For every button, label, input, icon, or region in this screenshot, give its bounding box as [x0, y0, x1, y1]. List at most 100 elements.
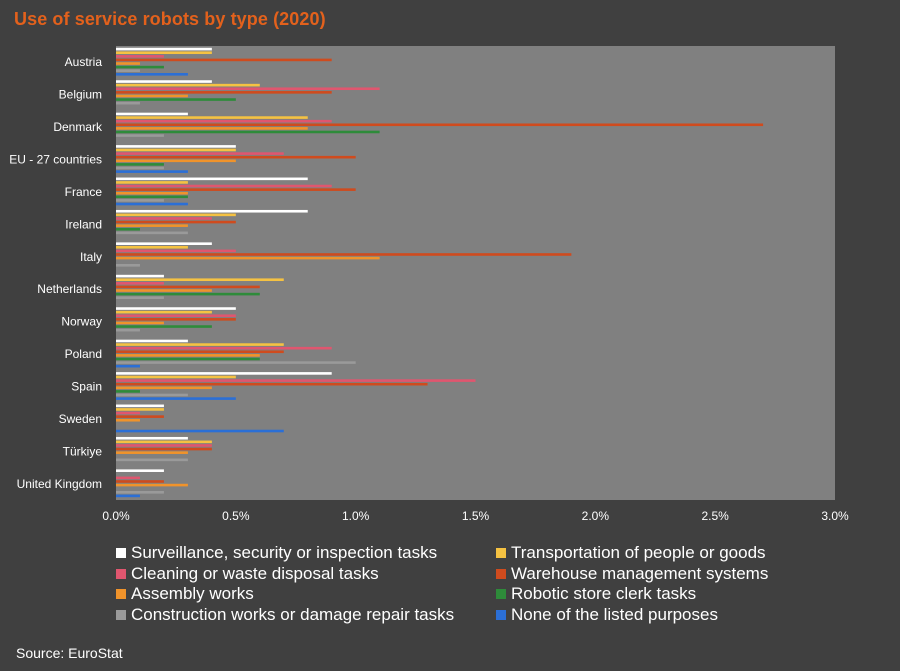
legend-swatch [116, 568, 126, 579]
bar [116, 361, 356, 364]
legend-swatch [496, 609, 506, 620]
bar [116, 47, 212, 51]
bar [116, 134, 164, 137]
category-labels: Austria Belgium Denmark EU - 27 countries Fr… [9, 55, 103, 491]
bar [116, 404, 164, 408]
bar [116, 159, 236, 163]
legend-swatch [116, 548, 126, 559]
category-label: EU - 27 countries [9, 153, 102, 167]
bar [116, 375, 236, 379]
bar [116, 191, 188, 195]
bar [116, 245, 188, 249]
bar [116, 123, 764, 127]
bar [116, 58, 332, 62]
bar [116, 91, 332, 94]
category-label: Ireland [65, 217, 102, 231]
bar [116, 390, 140, 393]
category-label: Netherlands [37, 282, 102, 296]
bar [116, 62, 140, 65]
legend: Surveillance, security or inspection tas… [116, 543, 836, 625]
x-tick-label: 1.5% [462, 509, 490, 523]
bar [116, 263, 140, 267]
bar [116, 307, 236, 310]
bar [116, 163, 164, 166]
bar [116, 382, 428, 386]
bar [116, 94, 188, 98]
category-label: France [65, 185, 103, 199]
bar [116, 55, 164, 58]
bar [116, 411, 140, 415]
bar [116, 148, 236, 152]
bar [116, 440, 212, 444]
bar [116, 112, 188, 116]
bar [116, 339, 188, 343]
x-tick-label: 0.5% [222, 509, 250, 523]
bar [116, 483, 188, 487]
bar [116, 354, 260, 357]
bar [116, 328, 140, 332]
x-tick-label: 0.0% [102, 509, 130, 523]
bar [116, 364, 140, 368]
bar [116, 195, 188, 199]
bar [116, 145, 236, 148]
bar [116, 372, 332, 375]
legend-label: Warehouse management systems [511, 563, 769, 583]
bar [116, 116, 308, 119]
legend-label: Robotic store clerk tasks [511, 584, 697, 604]
legend-label: Cleaning or waste disposal tasks [131, 563, 379, 583]
bar [116, 310, 212, 314]
bar [116, 166, 164, 170]
bar [116, 98, 236, 101]
bar [116, 346, 332, 350]
category-label: United Kingdom [17, 477, 102, 491]
legend-label: None of the listed purposes [511, 604, 718, 624]
bar [116, 350, 284, 354]
bar [116, 65, 164, 69]
bar [116, 202, 188, 206]
category-label: Italy [80, 250, 102, 264]
bar [116, 386, 212, 390]
bar [116, 494, 140, 498]
legend-swatch [116, 589, 126, 600]
legend-label: Assembly works [131, 584, 254, 604]
x-tick-label: 2.0% [582, 509, 610, 523]
legend-item: Construction works or damage repair task… [116, 605, 496, 626]
bar [116, 127, 308, 130]
legend-label: Construction works or damage repair task… [131, 604, 455, 624]
bar [116, 51, 212, 55]
category-label: Belgium [59, 88, 102, 102]
bar-chart: Austria Belgium Denmark EU - 27 countries Fr… [9, 46, 849, 523]
bar [116, 490, 164, 494]
bar [116, 177, 308, 181]
legend-item: Assembly works [116, 584, 496, 605]
bar [116, 458, 188, 462]
chart-title: Use of service robots by type (2020) [14, 9, 326, 29]
bar [116, 130, 380, 134]
bar [116, 155, 356, 159]
bar [116, 231, 188, 235]
bar [116, 292, 260, 296]
bar [116, 253, 572, 256]
bar [116, 83, 260, 87]
bar [116, 379, 476, 382]
legend-item: Surveillance, security or inspection tas… [116, 543, 496, 564]
bar [116, 429, 284, 433]
bar [116, 282, 164, 285]
bar [116, 415, 164, 418]
legend-item: Transportation of people or goods [496, 543, 836, 564]
bar [116, 476, 140, 480]
bar [116, 408, 164, 411]
bar [116, 436, 188, 440]
bar [116, 343, 284, 346]
bar [116, 220, 236, 224]
category-label: Austria [65, 55, 103, 69]
bar [116, 318, 236, 321]
x-tick-label: 1.0% [342, 509, 370, 523]
bar [116, 199, 164, 202]
bar [116, 418, 140, 422]
bar [116, 321, 164, 325]
category-label: Türkiye [63, 444, 103, 458]
bar [116, 119, 332, 123]
bars-group [116, 47, 764, 498]
bar [116, 296, 164, 300]
